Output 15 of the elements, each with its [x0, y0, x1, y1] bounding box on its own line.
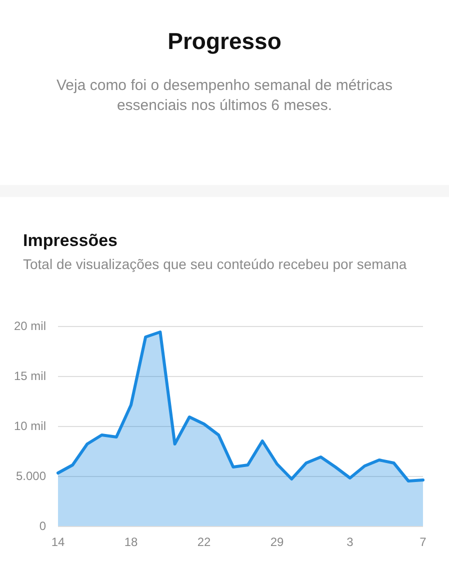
text: Veja como foi o desempenho semanal de métricas essenciais nos últimos 6 meses. [55, 76, 394, 116]
y-tick-label: 15 mil [14, 369, 46, 383]
x-tick-label: 18 [124, 535, 138, 549]
y-tick-label: 0 [39, 519, 46, 533]
x-tick-label: 22 [197, 535, 211, 549]
x-tick-label: 14 [51, 535, 65, 549]
chart-title: Impressões [23, 231, 118, 250]
x-tick-label: 29 [270, 535, 284, 549]
y-tick-label: 10 mil [14, 419, 46, 433]
x-tick-label: 3 [346, 535, 354, 549]
y-tick-label: 5.000 [16, 469, 46, 483]
y-tick-label: 20 mil [14, 319, 46, 333]
chart-subtitle: Total de visualizações que seu conteúdo recebeu por semana [23, 256, 407, 272]
text: Progresso [166, 28, 282, 55]
x-tick-label: 7 [420, 535, 427, 549]
